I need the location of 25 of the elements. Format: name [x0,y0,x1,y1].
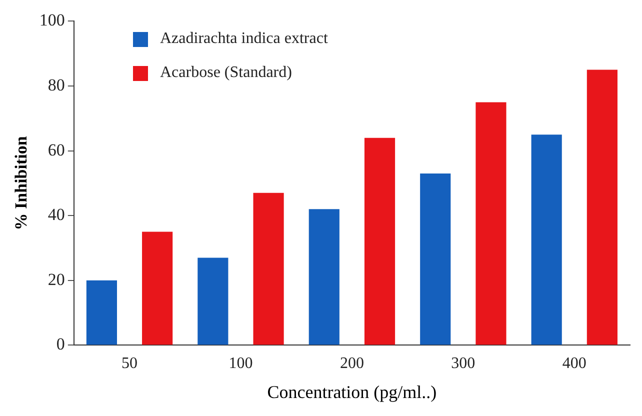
x-tick-label: 50 [122,355,138,372]
x-tick-label: 300 [451,355,476,372]
y-tick-label: 80 [48,75,65,94]
bar [142,232,173,345]
y-tick-label: 40 [48,205,65,224]
y-tick-label: 60 [48,140,65,160]
bar [198,258,228,345]
y-tick-label: 20 [48,270,65,289]
legend-label: Acarbose (Standard) [160,63,292,83]
bar [531,134,562,345]
bar [253,192,284,345]
bar [476,102,506,345]
x-tick-label: 200 [340,355,364,372]
bar [364,138,396,345]
x-axis-title: Concentration (pg/ml..) [267,382,437,402]
y-axis-title: % Inhibition [12,136,31,230]
bar [308,209,340,345]
y-tick-label: 100 [39,10,65,30]
legend-label: Azadirachta indica extract [160,29,328,49]
x-tick-label: 100 [228,355,253,372]
bar [586,70,618,345]
bar [420,173,451,345]
bar [86,280,117,345]
x-tick-label: 400 [562,355,586,372]
y-tick-label: 0 [56,334,65,354]
